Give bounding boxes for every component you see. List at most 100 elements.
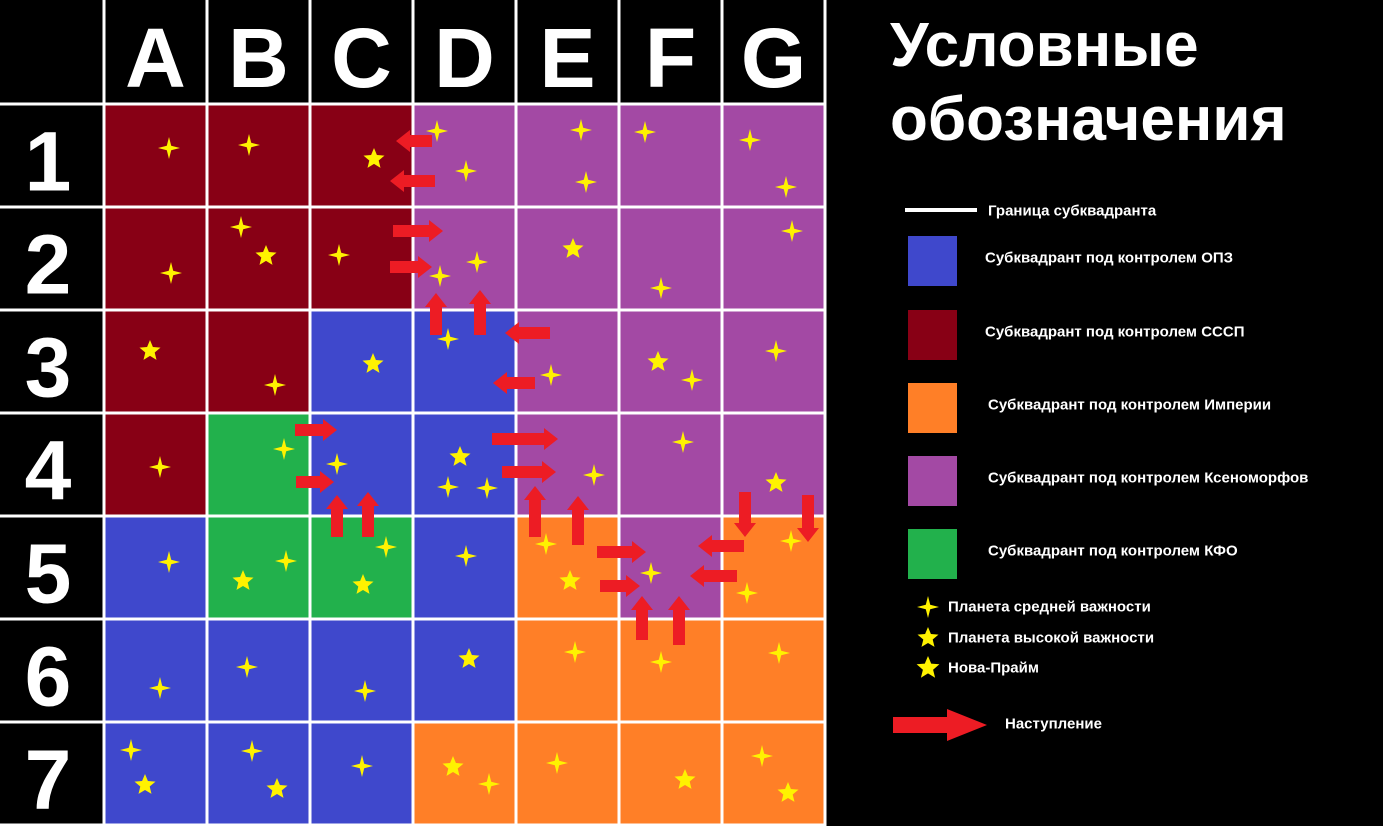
subquadrant bbox=[722, 104, 825, 207]
column-label: D bbox=[434, 11, 495, 105]
offensive-arrow bbox=[600, 575, 640, 597]
offensive-arrow bbox=[396, 130, 432, 152]
planet-medium bbox=[780, 530, 802, 552]
subquadrant bbox=[207, 310, 310, 413]
subquadrant bbox=[104, 104, 207, 207]
subquadrant bbox=[207, 413, 310, 516]
offensive-arrow bbox=[734, 492, 756, 537]
planet-medium bbox=[241, 740, 263, 762]
planet-medium bbox=[466, 251, 488, 273]
subquadrant bbox=[310, 619, 413, 722]
legend-label: Субквадрант под контролем Ксеноморфов bbox=[988, 470, 1308, 487]
offensive-arrow bbox=[469, 290, 491, 335]
subquadrant bbox=[619, 516, 722, 619]
subquadrant bbox=[516, 310, 619, 413]
offensive-arrow bbox=[505, 322, 550, 344]
planet-medium bbox=[765, 340, 787, 362]
legend-title: обозначения bbox=[890, 85, 1287, 154]
legend-label: Наступление bbox=[1005, 716, 1102, 733]
planet-high bbox=[352, 574, 374, 594]
planet-medium bbox=[375, 536, 397, 558]
planet-medium bbox=[455, 160, 477, 182]
planet-medium bbox=[583, 464, 605, 486]
legend-label: Субквадрант под контролем ОПЗ bbox=[985, 250, 1233, 267]
offensive-arrow bbox=[567, 496, 589, 545]
planet-medium bbox=[326, 453, 348, 475]
row-label: 3 bbox=[25, 321, 72, 415]
row-label: 5 bbox=[25, 527, 72, 621]
legend-label: Планета средней важности bbox=[948, 599, 1151, 616]
planet-high bbox=[255, 245, 277, 265]
planet-medium bbox=[546, 752, 568, 774]
row-label: 4 bbox=[25, 424, 72, 518]
planet-medium bbox=[739, 129, 761, 151]
legend-swatch bbox=[908, 456, 957, 506]
planet-medium bbox=[478, 773, 500, 795]
subquadrant bbox=[413, 516, 516, 619]
planet-high bbox=[765, 472, 787, 492]
subquadrant bbox=[619, 104, 722, 207]
subquadrant bbox=[722, 310, 825, 413]
subquadrant bbox=[104, 722, 207, 825]
column-label: B bbox=[228, 11, 289, 105]
planet-high bbox=[458, 648, 480, 668]
subquadrant bbox=[516, 619, 619, 722]
planet-high bbox=[562, 238, 584, 258]
legend-swatch bbox=[908, 529, 957, 579]
column-label: C bbox=[331, 11, 392, 105]
subquadrant bbox=[619, 310, 722, 413]
subquadrant bbox=[516, 104, 619, 207]
planet-medium bbox=[437, 328, 459, 350]
planet-medium bbox=[437, 476, 459, 498]
planet-medium bbox=[426, 120, 448, 142]
planet-medium bbox=[751, 745, 773, 767]
planet-high bbox=[232, 570, 254, 590]
planet-high bbox=[134, 774, 156, 794]
offensive-arrow bbox=[296, 471, 334, 493]
planet-high bbox=[917, 627, 939, 647]
planet-medium bbox=[575, 171, 597, 193]
planet-medium bbox=[768, 642, 790, 664]
subquadrant bbox=[413, 310, 516, 413]
row-label: 7 bbox=[25, 733, 72, 826]
planet-medium bbox=[429, 265, 451, 287]
offensive-arrow bbox=[631, 596, 653, 640]
planet-medium bbox=[775, 176, 797, 198]
planet-high bbox=[559, 570, 581, 590]
subquadrant bbox=[104, 207, 207, 310]
planet-medium bbox=[672, 431, 694, 453]
planet-medium bbox=[273, 438, 295, 460]
subquadrant bbox=[310, 207, 413, 310]
subquadrant bbox=[413, 104, 516, 207]
subquadrant bbox=[207, 104, 310, 207]
column-label: F bbox=[645, 11, 696, 105]
planet-medium bbox=[160, 262, 182, 284]
planet-medium bbox=[564, 641, 586, 663]
planet-high bbox=[363, 148, 385, 168]
planet-medium bbox=[540, 364, 562, 386]
offensive-arrow bbox=[425, 293, 447, 335]
offensive-arrow bbox=[668, 596, 690, 645]
planet-high bbox=[647, 351, 669, 371]
planet-medium bbox=[275, 550, 297, 572]
planet-high bbox=[674, 769, 696, 789]
planet-medium bbox=[120, 739, 142, 761]
offensive-arrow bbox=[295, 419, 337, 441]
planet-medium bbox=[917, 596, 939, 618]
subquadrant bbox=[310, 516, 413, 619]
subquadrant bbox=[207, 516, 310, 619]
legend-label: Нова-Прайм bbox=[948, 660, 1039, 677]
offensive-arrow bbox=[690, 565, 737, 587]
offensive-arrow bbox=[698, 535, 744, 557]
planet-medium bbox=[634, 121, 656, 143]
subquadrant bbox=[104, 413, 207, 516]
column-label: G bbox=[741, 11, 806, 105]
column-label: E bbox=[539, 11, 595, 105]
subquadrant bbox=[207, 619, 310, 722]
subquadrant bbox=[413, 722, 516, 825]
planet-medium bbox=[149, 677, 171, 699]
planet-high bbox=[449, 446, 471, 466]
subquadrant bbox=[310, 104, 413, 207]
